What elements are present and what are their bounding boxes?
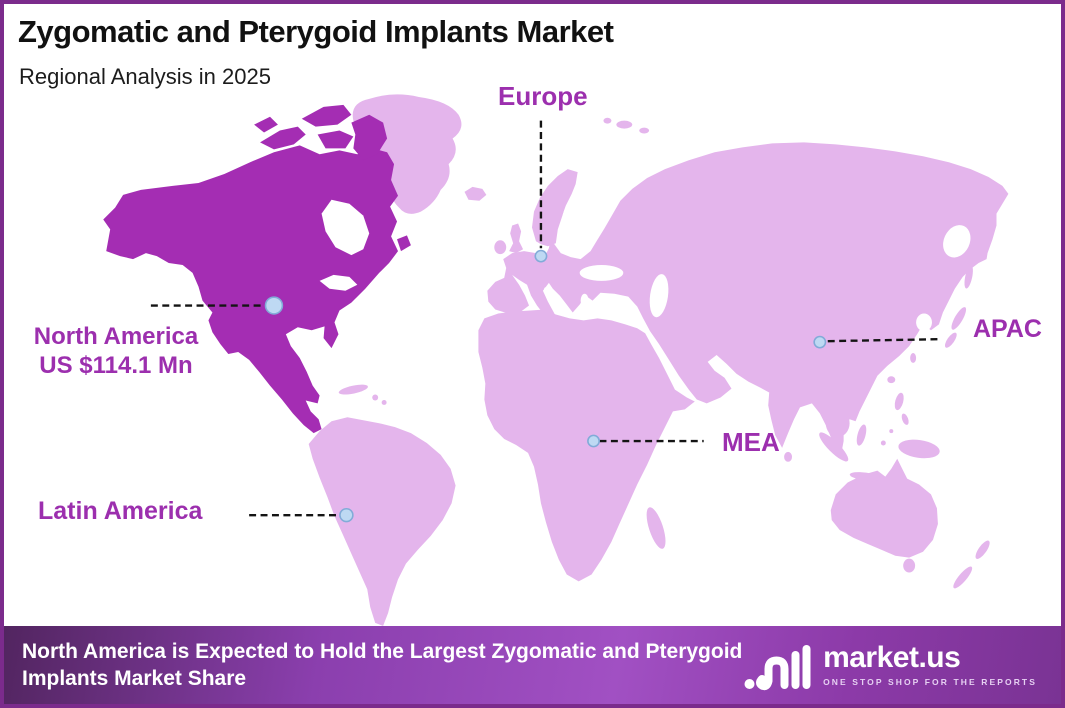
logo-tagline: ONE STOP SHOP FOR THE REPORTS (823, 677, 1037, 687)
australia-landmass (830, 458, 938, 558)
logo-name: market.us (823, 641, 961, 674)
marketus-logo: market.us ONE STOP SHOP FOR THE REPORTS (743, 638, 1037, 692)
europe-marker-dot (534, 249, 548, 263)
region-label-europe: Europe (498, 81, 588, 111)
latin-america-marker-dot (339, 507, 354, 523)
marketus-logo-text: market.us ONE STOP SHOP FOR THE REPORTS (823, 641, 1037, 688)
north-america-value: US $114.1 Mn (39, 351, 193, 379)
iceland-landmass (464, 186, 487, 201)
apac-connector-line (827, 337, 941, 343)
footer-statement: North America is Expected to Hold the La… (22, 639, 743, 690)
region-label-latin-america: Latin America (38, 497, 203, 525)
caribbean-islands (338, 384, 387, 405)
inland-seas (543, 200, 971, 332)
world-map (103, 94, 1009, 626)
region-label-apac: APAC (973, 315, 1042, 343)
ireland-landmass (494, 240, 507, 255)
north-america-lakes (319, 199, 370, 291)
tasmania-landmass (903, 558, 916, 573)
north-america-marker-dot (264, 296, 284, 315)
africa-landmass (478, 309, 695, 582)
page-title: Zygomatic and Pterygoid Implants Market (18, 14, 614, 49)
new-zealand-landmass (953, 540, 990, 589)
scandinavia-landmass (532, 169, 578, 247)
arctic-islands (603, 117, 650, 134)
apac-marker-dot (813, 335, 827, 349)
page-subtitle: Regional Analysis in 2025 (19, 64, 271, 89)
britain-landmass (509, 223, 524, 254)
region-label-north-america: North America US $114.1 Mn (10, 324, 222, 379)
canadian-arctic-islands (254, 104, 411, 252)
asia-pacific-islands (784, 265, 973, 482)
south-america-landmass (308, 417, 456, 626)
madagascar-landmass (646, 507, 666, 549)
north-america-name: North America (33, 323, 199, 350)
footer-bar: North America is Expected to Hold the La… (4, 626, 1061, 704)
eurasia-landmass (487, 142, 1009, 457)
marketus-logo-mark-icon (744, 645, 811, 691)
region-label-mea: MEA (722, 427, 780, 457)
mea-marker-dot (587, 434, 600, 448)
